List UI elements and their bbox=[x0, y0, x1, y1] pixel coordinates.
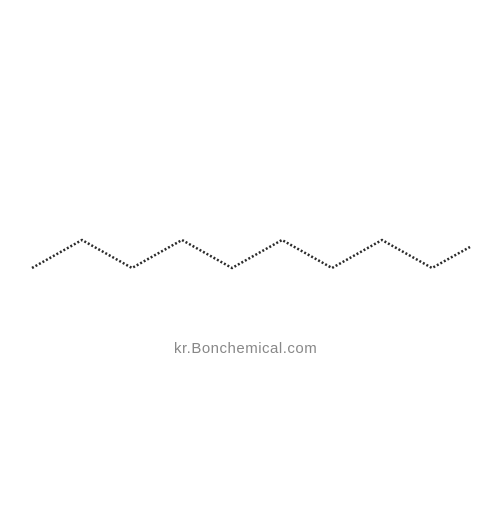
watermark-text: kr.Bonchemical.com bbox=[174, 340, 317, 357]
skeletal-formula-svg bbox=[0, 0, 500, 500]
molecular-structure-panel: kr.Bonchemical.com bbox=[0, 0, 500, 500]
carbon-chain bbox=[32, 240, 470, 268]
